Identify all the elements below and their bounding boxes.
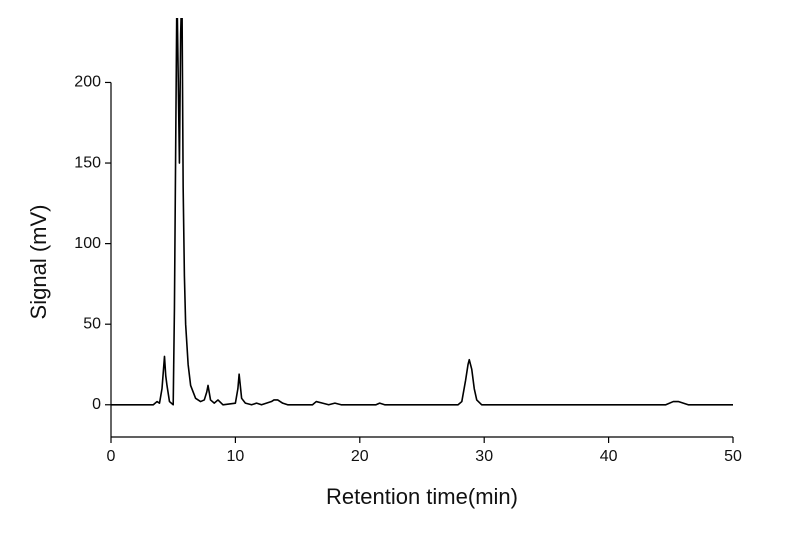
y-tick-label: 100 (74, 235, 101, 252)
y-axis-label: Signal (mV) (26, 205, 51, 320)
y-tick-label: 150 (74, 154, 101, 171)
y-tick-label: 200 (74, 74, 101, 91)
y-tick-label: 0 (92, 396, 101, 413)
signal-line (111, 18, 733, 406)
x-axis-label: Retention time(min) (326, 484, 518, 509)
x-tick-label: 30 (475, 448, 493, 465)
x-tick-label: 20 (351, 448, 369, 465)
x-tick-label: 40 (600, 448, 618, 465)
x-tick-label: 50 (724, 448, 742, 465)
y-tick-label: 50 (83, 315, 101, 332)
plot-area (111, 18, 733, 406)
x-tick-label: 10 (227, 448, 245, 465)
x-tick-label: 0 (107, 448, 116, 465)
